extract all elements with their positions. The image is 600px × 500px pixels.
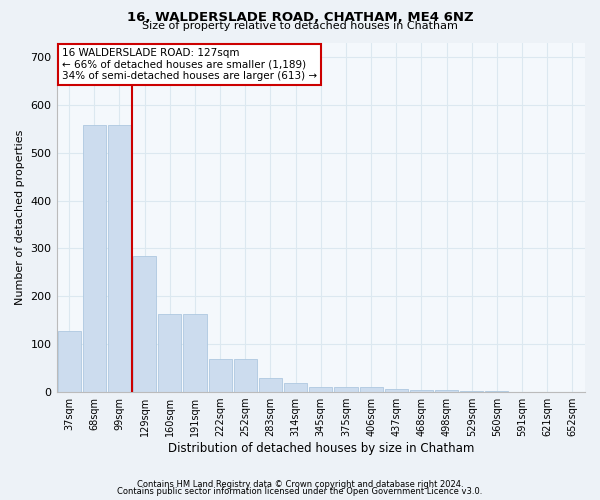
Bar xyxy=(133,256,156,392)
Bar xyxy=(284,384,307,392)
Text: 16, WALDERSLADE ROAD, CHATHAM, ME4 6NZ: 16, WALDERSLADE ROAD, CHATHAM, ME4 6NZ xyxy=(127,11,473,24)
Bar xyxy=(359,388,383,392)
Text: Contains public sector information licensed under the Open Government Licence v3: Contains public sector information licen… xyxy=(118,487,482,496)
Bar xyxy=(83,126,106,392)
Bar xyxy=(485,391,508,392)
Y-axis label: Number of detached properties: Number of detached properties xyxy=(15,130,25,305)
Bar xyxy=(158,314,181,392)
Bar xyxy=(385,388,408,392)
Bar xyxy=(259,378,282,392)
Bar xyxy=(435,390,458,392)
Bar xyxy=(410,390,433,392)
Bar xyxy=(460,390,484,392)
X-axis label: Distribution of detached houses by size in Chatham: Distribution of detached houses by size … xyxy=(167,442,474,455)
Text: Contains HM Land Registry data © Crown copyright and database right 2024.: Contains HM Land Registry data © Crown c… xyxy=(137,480,463,489)
Text: 16 WALDERSLADE ROAD: 127sqm
← 66% of detached houses are smaller (1,189)
34% of : 16 WALDERSLADE ROAD: 127sqm ← 66% of det… xyxy=(62,48,317,81)
Bar xyxy=(309,388,332,392)
Bar xyxy=(209,358,232,392)
Text: Size of property relative to detached houses in Chatham: Size of property relative to detached ho… xyxy=(142,21,458,31)
Bar xyxy=(184,314,206,392)
Bar xyxy=(234,358,257,392)
Bar xyxy=(108,126,131,392)
Bar xyxy=(58,332,80,392)
Bar xyxy=(334,388,358,392)
